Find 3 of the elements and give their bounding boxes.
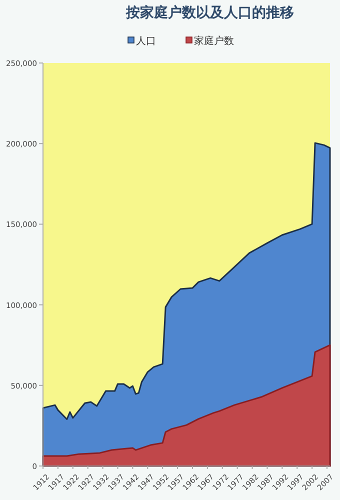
chart-title: 按家庭户数以及人口的推移 [125,4,294,21]
legend-label: 人口 [136,36,156,47]
legend-label: 家庭户数 [194,35,234,47]
